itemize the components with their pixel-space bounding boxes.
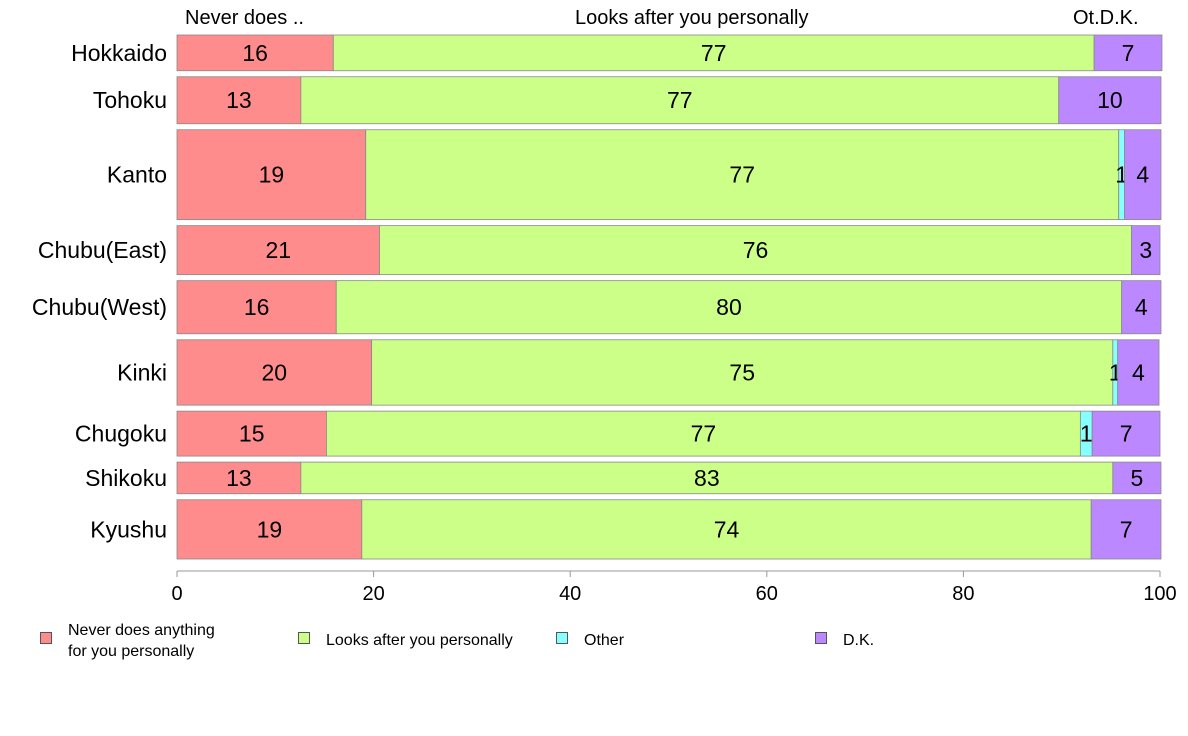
legend-label-looks-after: Looks after you personally [326, 632, 513, 649]
data-label-chubu-east-0: 21 [265, 237, 291, 263]
data-label-kinki-3: 4 [1132, 359, 1145, 385]
bar-segment-chugoku-3 [1091, 410, 1161, 457]
category-label-chubu-east: Chubu(East) [38, 237, 167, 263]
data-label-kyushu-0: 19 [257, 516, 283, 542]
x-tick-label-100: 100 [1143, 583, 1176, 605]
x-tick-label-80: 80 [952, 583, 974, 605]
data-label-chubu-west-0: 16 [244, 294, 270, 320]
bar-segment-kanto-1 [365, 129, 1120, 221]
header-label-other-dk: Ot.D.K. [1073, 7, 1139, 29]
legend-item-other: Other [556, 620, 624, 651]
bar-segment-shikoku-1 [300, 461, 1114, 495]
bar-segment-chubu-west-3 [1121, 280, 1162, 335]
data-label-tohoku-3: 10 [1097, 87, 1123, 113]
data-label-shikoku-0: 13 [226, 465, 252, 491]
legend-swatch-dk [815, 632, 827, 644]
data-label-chugoku-1: 77 [691, 421, 717, 447]
legend-item-never: Never does anything for you personally [40, 620, 215, 662]
category-label-kanto: Kanto [107, 162, 167, 188]
data-label-chugoku-3: 7 [1120, 421, 1133, 447]
data-label-tohoku-1: 77 [667, 87, 693, 113]
bar-segment-tohoku-3 [1058, 76, 1162, 125]
data-label-chubu-west-1: 80 [716, 294, 742, 320]
data-label-kinki-0: 20 [262, 359, 288, 385]
category-label-chugoku: Chugoku [75, 421, 167, 447]
data-label-hokkaido-0: 16 [242, 40, 268, 66]
bar-segment-hokkaido-0 [176, 34, 334, 72]
header-label-looks-after: Looks after you personally [575, 7, 809, 29]
data-label-chugoku-2: 1 [1080, 421, 1093, 447]
bar-segment-hokkaido-3 [1093, 34, 1163, 72]
legend-item-dk: D.K. [815, 620, 874, 651]
data-label-shikoku-1: 83 [694, 465, 720, 491]
category-label-kinki: Kinki [117, 359, 167, 385]
x-tick-label-40: 40 [559, 583, 581, 605]
bar-segment-kinki-3 [1117, 339, 1160, 406]
bar-segment-kyushu-1 [361, 499, 1092, 560]
data-label-kyushu-1: 74 [714, 516, 740, 542]
data-label-hokkaido-1: 77 [701, 40, 727, 66]
header-label-never: Never does .. [185, 7, 304, 29]
category-label-shikoku: Shikoku [85, 465, 167, 491]
bar-segment-hokkaido-1 [332, 34, 1095, 72]
bar-segment-tohoku-1 [300, 76, 1060, 125]
legend: Never does anything for you personally L… [0, 620, 1188, 680]
data-label-kanto-1: 77 [729, 162, 755, 188]
bar-segment-chubu-east-1 [379, 225, 1132, 276]
legend-label-dk: D.K. [843, 632, 875, 649]
bar-segment-kanto-3 [1124, 129, 1162, 221]
data-label-chubu-east-3: 3 [1139, 237, 1152, 263]
data-label-chubu-west-3: 4 [1135, 294, 1148, 320]
bar-segment-chugoku-0 [176, 410, 327, 457]
bar-segment-kyushu-3 [1090, 499, 1162, 560]
data-label-kinki-1: 75 [729, 359, 755, 385]
bar-segment-kyushu-0 [176, 499, 363, 560]
legend-label-other: Other [584, 632, 625, 649]
x-tick-label-60: 60 [756, 583, 778, 605]
data-label-tohoku-0: 13 [226, 87, 252, 113]
bar-segment-tohoku-0 [176, 76, 302, 125]
category-label-hokkaido: Hokkaido [71, 40, 167, 66]
x-tick-label-0: 0 [171, 583, 182, 605]
bar-segment-kinki-1 [371, 339, 1114, 406]
bar-segment-chugoku-1 [326, 410, 1081, 457]
data-label-hokkaido-3: 7 [1122, 40, 1135, 66]
legend-label-never: Never does anything for you personally [68, 622, 215, 660]
category-label-chubu-west: Chubu(West) [32, 294, 167, 320]
data-label-kanto-0: 19 [259, 162, 285, 188]
category-label-kyushu: Kyushu [90, 516, 167, 542]
bar-segment-kinki-0 [176, 339, 373, 406]
bar-segment-chubu-west-0 [176, 280, 337, 335]
data-label-chugoku-0: 15 [239, 421, 265, 447]
bar-segment-chubu-west-1 [335, 280, 1123, 335]
bar-segment-chubu-east-3 [1131, 225, 1161, 276]
data-label-shikoku-3: 5 [1131, 465, 1144, 491]
bar-segment-chubu-east-0 [176, 225, 380, 276]
legend-swatch-other [556, 632, 568, 644]
data-label-kanto-3: 4 [1136, 162, 1149, 188]
x-tick-label-20: 20 [362, 583, 384, 605]
legend-swatch-looks-after [298, 632, 310, 644]
bar-segment-shikoku-3 [1112, 461, 1162, 495]
legend-swatch-never [40, 632, 52, 644]
data-label-kyushu-3: 7 [1120, 516, 1133, 542]
bar-segment-kanto-0 [176, 129, 367, 221]
category-label-tohoku: Tohoku [93, 87, 167, 113]
data-label-chubu-east-1: 76 [743, 237, 769, 263]
legend-item-looks-after: Looks after you personally [298, 620, 513, 651]
